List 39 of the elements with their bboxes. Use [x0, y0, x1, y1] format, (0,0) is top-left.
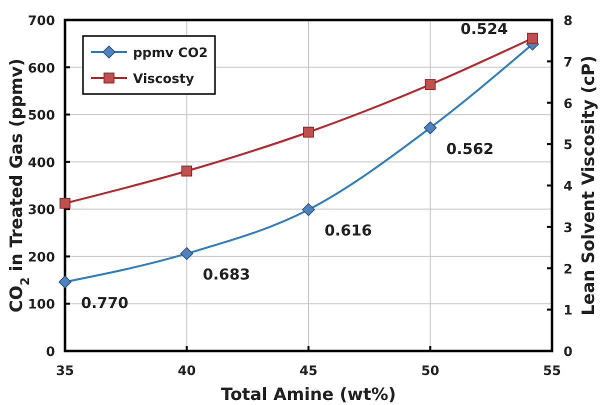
annotation: 0.616 [324, 222, 372, 240]
annotation: 0.562 [446, 140, 494, 158]
point [303, 126, 314, 138]
x-tick-label: 35 [56, 364, 74, 379]
legend-label: Viscosty [133, 72, 195, 87]
y-tick-label: 300 [28, 203, 55, 218]
annotation: 0.770 [81, 294, 128, 312]
y-tick-label: 0 [46, 345, 55, 360]
x-tick-label: 45 [299, 364, 318, 379]
point [58, 276, 72, 288]
point [60, 198, 70, 209]
point [424, 79, 436, 90]
point [302, 203, 315, 216]
y2-tick-label: 1 [563, 304, 573, 319]
y-tick-label: 200 [28, 250, 55, 266]
y-tick-label: 600 [28, 61, 55, 76]
y2-tick-label: 7 [563, 55, 573, 70]
y2-tick-label: 0 [563, 345, 573, 360]
x-tick-label: 55 [542, 364, 562, 379]
y-tick-label: 500 [28, 108, 55, 124]
y2-tick-label: 5 [563, 138, 573, 154]
annotation: 0.524 [460, 20, 508, 38]
y2-tick-label: 4 [563, 180, 573, 194]
point [424, 121, 437, 134]
y2-axis-title: Lean Solvent Viscosity (cP) [579, 55, 599, 316]
y2-tick-label: 3 [563, 220, 573, 236]
point [181, 166, 192, 176]
y2-tick-label: 2 [563, 262, 573, 278]
y2-tick-label: 8 [563, 14, 573, 29]
legend-label: ppmv CO2 [133, 46, 208, 61]
point [527, 32, 538, 44]
annotation: 0.683 [202, 266, 250, 284]
x-axis-title: Total Amine (wt%) [220, 385, 396, 405]
y-tick-label: 700 [28, 14, 55, 29]
x-tick-label: 40 [178, 364, 196, 379]
point [180, 247, 194, 260]
x-tick-label: 50 [421, 364, 440, 379]
y2-tick-label: 6 [563, 96, 573, 112]
y-tick-label: 400 [28, 156, 55, 171]
